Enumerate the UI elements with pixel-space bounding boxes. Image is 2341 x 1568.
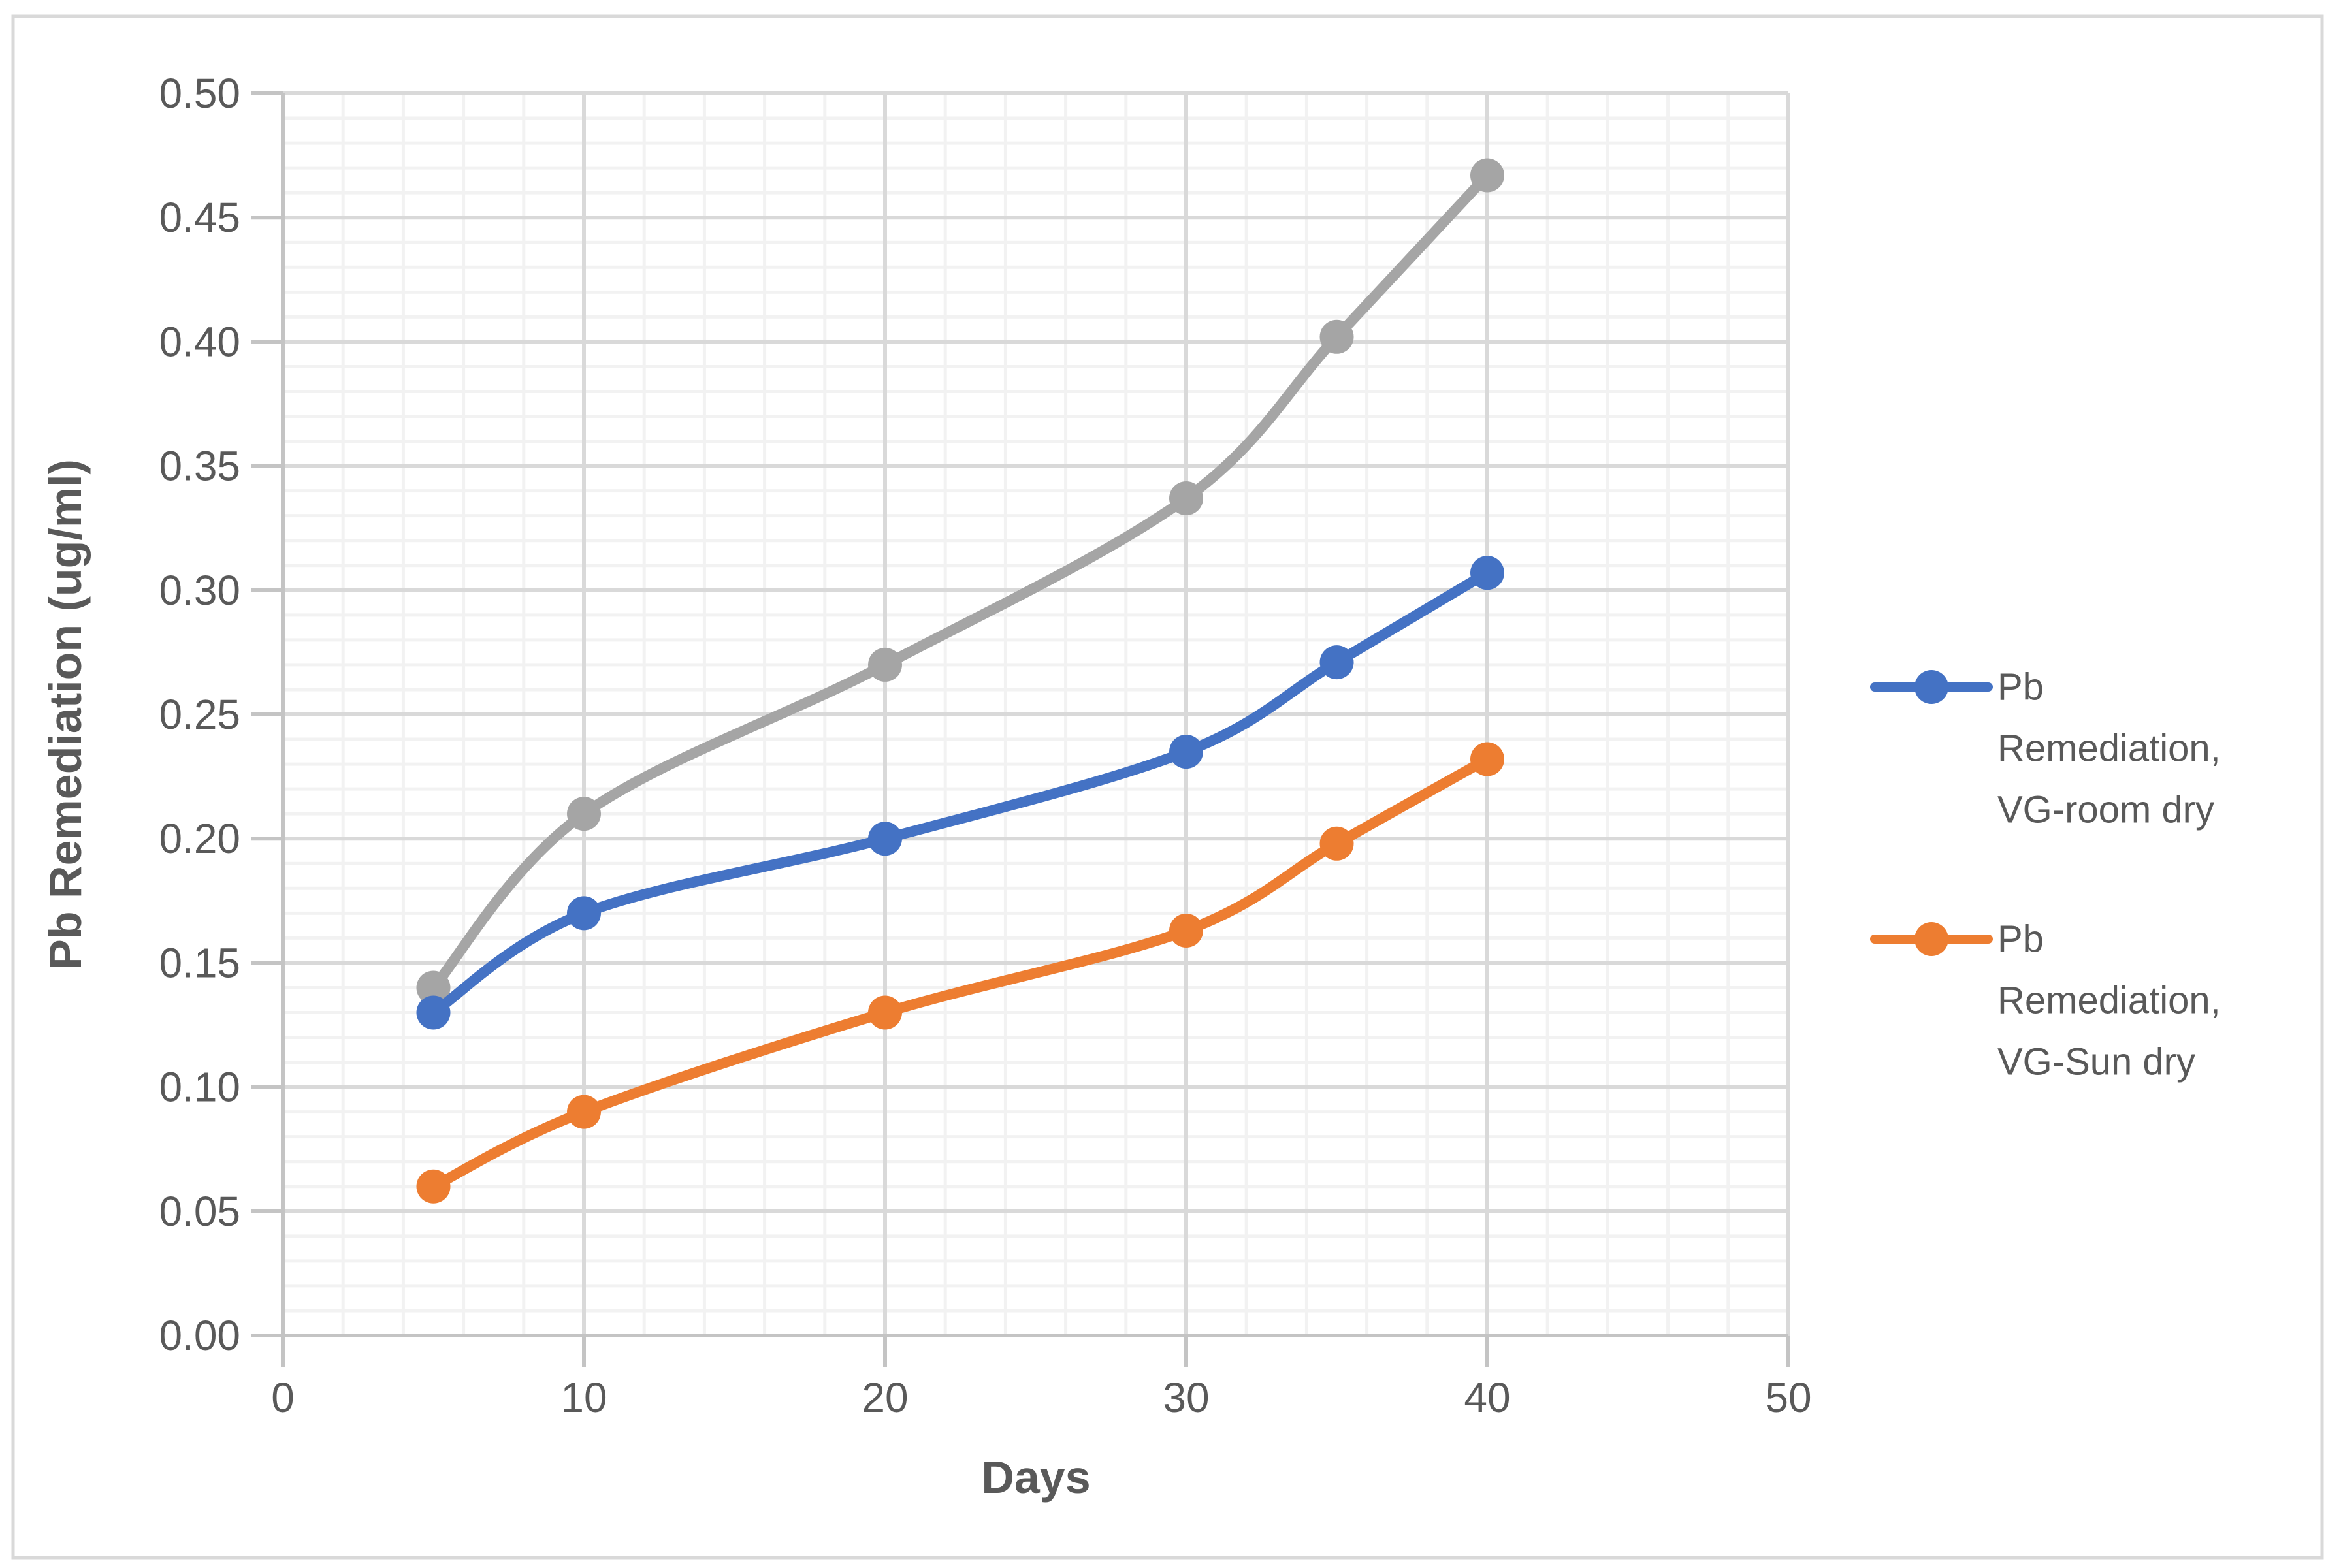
data-point-pb-remediation-vg-sun-dry xyxy=(416,1169,451,1204)
y-tick-label: 0.35 xyxy=(159,443,240,490)
data-point-pb-remediation-vg-room-dry xyxy=(1319,645,1354,680)
series-pb-remediation-vg-room-dry xyxy=(416,556,1504,1030)
data-point-pb-remediation-vg-sun-dry xyxy=(1169,913,1203,948)
legend-marker-dot xyxy=(1914,922,1948,956)
y-axis-ticks xyxy=(251,91,283,1337)
y-tick-label: 0.05 xyxy=(159,1188,240,1235)
y-axis-title: Pb Remediation (ug/ml) xyxy=(40,459,91,970)
y-tick-label: 0.40 xyxy=(159,318,240,365)
y-tick-label: 0.00 xyxy=(159,1312,240,1359)
series-gray-unlabeled xyxy=(416,158,1504,1005)
data-point-gray-unlabeled xyxy=(868,647,902,682)
data-point-gray-unlabeled xyxy=(416,970,451,1005)
data-point-pb-remediation-vg-room-dry xyxy=(567,896,601,931)
data-point-gray-unlabeled xyxy=(1319,319,1354,354)
legend-label-line: VG-room dry xyxy=(1997,789,2214,831)
y-tick-label: 0.20 xyxy=(159,815,240,862)
legend-label-line: Remediation, xyxy=(1997,728,2221,770)
data-point-gray-unlabeled xyxy=(1470,158,1504,193)
x-tick-label: 20 xyxy=(862,1374,908,1421)
y-tick-label: 0.45 xyxy=(159,194,240,241)
x-axis-ticks xyxy=(281,1336,1790,1367)
x-tick-label: 0 xyxy=(271,1374,295,1421)
data-point-pb-remediation-vg-sun-dry xyxy=(868,995,902,1030)
y-tick-label: 0.15 xyxy=(159,939,240,986)
chart-border xyxy=(11,14,2324,1560)
data-point-pb-remediation-vg-room-dry xyxy=(416,995,451,1030)
x-axis-tick-labels: 0 10 20 30 40 50 xyxy=(271,1374,1811,1421)
data-point-pb-remediation-vg-sun-dry xyxy=(567,1095,601,1129)
y-tick-label: 0.25 xyxy=(159,691,240,738)
legend-label-line: Pb xyxy=(1997,918,2044,961)
x-tick-label: 10 xyxy=(560,1374,607,1421)
legend-item-pb-remediation-vg-room-dry: Pb Remediation, VG-room dry xyxy=(1870,666,2221,831)
y-axis-tick-labels: 0.00 0.05 0.10 0.15 0.20 0.25 0.30 0.35 0.40 0.45… xyxy=(159,70,240,1359)
data-point-gray-unlabeled xyxy=(567,797,601,831)
x-tick-label: 50 xyxy=(1765,1374,1811,1421)
legend-item-pb-remediation-vg-sun-dry: Pb Remediation, VG-Sun dry xyxy=(1870,918,2221,1083)
legend-label-line: Remediation, xyxy=(1997,980,2221,1022)
data-point-gray-unlabeled xyxy=(1169,481,1203,516)
x-tick-label: 40 xyxy=(1464,1374,1510,1421)
data-point-pb-remediation-vg-sun-dry xyxy=(1470,742,1504,776)
y-tick-label: 0.50 xyxy=(159,70,240,117)
data-point-pb-remediation-vg-sun-dry xyxy=(1319,826,1354,861)
y-tick-label: 0.30 xyxy=(159,567,240,614)
legend: Pb Remediation, VG-room dry Pb Remediation, V… xyxy=(1870,666,2221,1083)
legend-label-line: VG-Sun dry xyxy=(1997,1041,2195,1083)
y-tick-label: 0.10 xyxy=(159,1064,240,1111)
x-axis-title: Days xyxy=(981,1452,1090,1503)
series-pb-remediation-vg-sun-dry xyxy=(416,742,1504,1204)
legend-marker-dot xyxy=(1914,670,1948,704)
data-point-pb-remediation-vg-room-dry xyxy=(868,822,902,856)
x-tick-label: 30 xyxy=(1163,1374,1209,1421)
data-point-pb-remediation-vg-room-dry xyxy=(1169,735,1203,769)
legend-label-line: Pb xyxy=(1997,666,2044,709)
data-point-pb-remediation-vg-room-dry xyxy=(1470,556,1504,590)
chart-generated-content: 0 10 20 30 40 500.000.050.100.150.200.250.300… xyxy=(11,14,2324,1560)
